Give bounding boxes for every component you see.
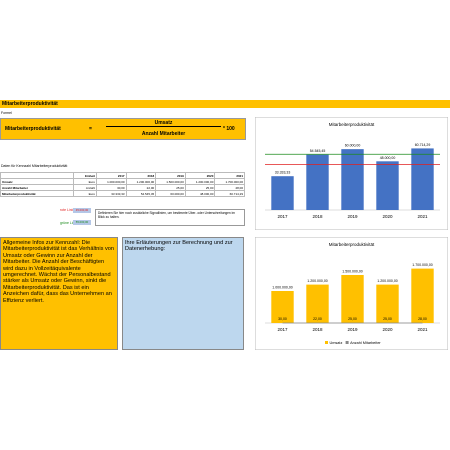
legend-swatch — [325, 341, 328, 344]
data-label: 25,00 — [348, 317, 357, 321]
chart-title: Mitarbeiterproduktivität — [329, 242, 375, 247]
bar — [411, 268, 434, 323]
data-label: 1.200.000,00 — [377, 279, 397, 283]
legend-swatch — [345, 341, 349, 344]
data-label: 60.000,00 — [345, 144, 361, 148]
data-label: 25,00 — [383, 317, 392, 321]
limit-note: Definieren Sie hier noch zusätzliche Sig… — [95, 209, 245, 226]
data-label: 28,00 — [418, 317, 427, 321]
legend-label: Umsatz — [330, 341, 343, 345]
formula-label: Formel — [1, 111, 12, 115]
x-tick-label: 2018 — [312, 214, 323, 219]
bar — [341, 149, 364, 210]
formula-equals: = — [89, 126, 92, 132]
formula-name: Mitarbeiterproduktivität — [5, 126, 61, 132]
limit-label: grüne Linie — [60, 221, 78, 225]
bar — [411, 148, 434, 210]
data-label: 1.000.000,00 — [272, 286, 292, 290]
table-row: Mitarbeiterproduktivität Euro 33.333,33 54.… — [0, 190, 245, 197]
x-tick-label: 2019 — [347, 214, 358, 219]
bar — [271, 176, 294, 210]
limit-value: 55.000,00 — [73, 220, 91, 225]
x-tick-label: 2021 — [417, 214, 428, 219]
x-tick-label: 2019 — [347, 327, 358, 332]
header-bar: Mitarbeiterproduktivität — [0, 100, 450, 108]
bar — [306, 284, 329, 323]
x-tick-label: 2021 — [417, 327, 428, 332]
chart-title: Mitarbeiterproduktivität — [329, 122, 375, 127]
x-tick-label: 2017 — [277, 214, 288, 219]
table-cell: 60.714,29 — [214, 190, 245, 197]
bar — [376, 161, 399, 210]
data-label: 48.000,00 — [380, 156, 396, 160]
x-tick-label: 2020 — [382, 327, 393, 332]
info-general: Allgemeine Infos zur Kennzahl: Die Mitar… — [0, 237, 118, 350]
data-label: 33.333,33 — [275, 171, 291, 175]
bar — [341, 275, 364, 323]
formula-factor: * 100 — [223, 126, 235, 132]
bar — [271, 291, 294, 323]
data-label: 22,00 — [313, 317, 322, 321]
data-table: Einheit 2017 2018 2019 2020 2021 Umsatz Euro 1.0… — [0, 172, 245, 197]
data-label: 54.545,45 — [310, 149, 326, 153]
data-label: 1.200.000,00 — [307, 279, 327, 283]
limit-label: rote Linie — [60, 208, 75, 212]
bar — [376, 284, 399, 323]
data-label: 30,00 — [278, 317, 287, 321]
chart: Mitarbeiterproduktivität 2017 2018 2019 2020… — [255, 117, 448, 230]
table-cell: 33.333,33 — [96, 190, 127, 197]
table-cell: 48.000,00 — [184, 190, 216, 197]
x-tick-label: 2020 — [382, 214, 393, 219]
limit-value: 45.000,00 — [73, 208, 91, 213]
x-tick-label: 2018 — [312, 327, 323, 332]
legend-label: Anzahl Mitarbeiter — [350, 341, 381, 345]
bar — [306, 154, 329, 210]
data-label: 60.714,29 — [415, 143, 431, 147]
table-cell: 60.000,00 — [155, 190, 186, 197]
formula-denominator: Anzahl Mitarbeiter — [141, 131, 186, 137]
table-title: Daten für Kennzahl Mitarbeiterproduktivi… — [1, 164, 68, 168]
table-cell: Mitarbeiterproduktivität — [0, 190, 74, 197]
formula-numerator: Umsatz — [106, 120, 221, 127]
formula-box: Mitarbeiterproduktivität = Umsatz Anzahl… — [0, 118, 246, 140]
data-label: 1.500.000,00 — [342, 270, 362, 274]
x-tick-label: 2017 — [277, 327, 288, 332]
table-cell: 54.545,45 — [125, 190, 157, 197]
data-label: 1.700.000,00 — [412, 263, 432, 267]
table-cell: Euro — [73, 190, 97, 197]
info-notes: Ihre Erläuterungen zur Berechnung und zu… — [122, 237, 244, 350]
chart: Mitarbeiterproduktivität 2017 2018 2019 2020… — [255, 237, 448, 350]
